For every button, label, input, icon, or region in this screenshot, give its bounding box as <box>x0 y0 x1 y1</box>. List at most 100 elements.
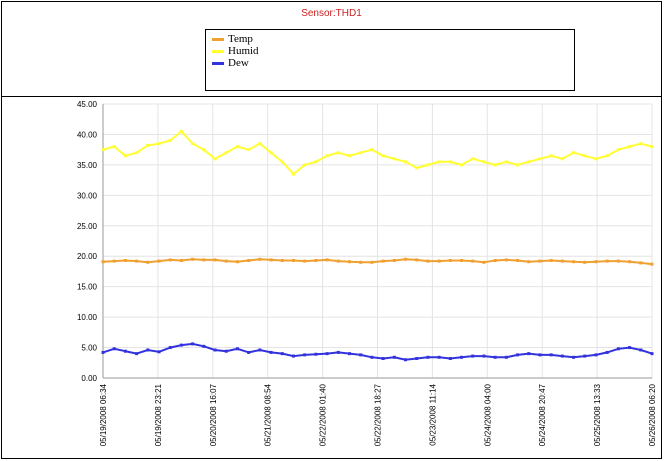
data-point-dew <box>381 357 385 361</box>
series-line-temp <box>102 258 653 266</box>
series-line-dew <box>102 342 653 361</box>
data-point-humid <box>303 163 307 167</box>
data-point-humid <box>291 172 295 176</box>
data-point-humid <box>168 139 172 143</box>
data-point-temp <box>179 258 183 262</box>
data-point-temp <box>583 260 587 264</box>
legend-item-humid: Humid <box>212 45 259 57</box>
data-point-dew <box>437 355 441 359</box>
data-point-dew <box>303 353 307 357</box>
data-point-humid <box>247 148 251 152</box>
data-point-temp <box>258 257 262 261</box>
data-point-humid <box>549 154 553 158</box>
data-point-dew <box>314 352 318 356</box>
data-point-dew <box>448 357 452 361</box>
legend-label-temp: Temp <box>228 33 253 45</box>
data-point-dew <box>347 352 351 356</box>
data-point-dew <box>157 350 161 354</box>
y-tick-label: 35.00 <box>77 161 98 170</box>
data-point-humid <box>325 154 329 158</box>
chart-header: Sensor:THD1 Temp Humid Dew <box>2 2 661 97</box>
data-point-temp <box>460 258 464 262</box>
x-tick-label: 05/21/2008 08:54 <box>264 383 273 446</box>
data-point-dew <box>258 348 262 352</box>
data-point-temp <box>303 259 307 263</box>
legend-swatch-temp <box>212 37 224 41</box>
data-point-temp <box>112 259 116 263</box>
data-point-temp <box>291 258 295 262</box>
x-tick-label: 05/22/2008 01:40 <box>319 383 328 446</box>
data-point-dew <box>628 346 632 350</box>
data-point-dew <box>325 352 329 356</box>
y-tick-label: 0.00 <box>81 374 97 383</box>
series-line-humid <box>102 130 653 176</box>
y-tick-label: 45.00 <box>77 100 98 109</box>
data-point-temp <box>437 259 441 263</box>
y-tick-label: 40.00 <box>77 130 98 139</box>
data-point-dew <box>616 347 620 351</box>
data-point-dew <box>605 350 609 354</box>
y-tick-label: 15.00 <box>77 283 98 292</box>
data-point-humid <box>560 157 564 161</box>
data-point-humid <box>269 151 273 155</box>
data-point-humid <box>437 160 441 164</box>
data-point-temp <box>538 259 542 263</box>
data-point-dew <box>549 353 553 357</box>
data-point-humid <box>135 151 139 155</box>
data-point-temp <box>168 258 172 262</box>
data-point-humid <box>258 142 262 146</box>
data-point-temp <box>381 259 385 263</box>
data-point-humid <box>639 142 643 146</box>
data-point-dew <box>538 353 542 357</box>
x-tick-label: 05/19/2008 06:34 <box>99 383 108 446</box>
data-point-dew <box>359 353 363 357</box>
data-point-dew <box>594 353 598 357</box>
data-point-dew <box>146 348 150 352</box>
data-point-temp <box>594 260 598 264</box>
data-point-temp <box>605 259 609 263</box>
data-point-humid <box>392 157 396 161</box>
data-point-humid <box>191 142 195 146</box>
data-point-temp <box>572 260 576 264</box>
data-point-humid <box>482 160 486 164</box>
data-point-dew <box>235 347 239 351</box>
y-tick-label: 20.00 <box>77 252 98 261</box>
data-point-humid <box>504 160 508 164</box>
data-point-humid <box>213 157 217 161</box>
data-point-humid <box>616 148 620 152</box>
data-point-temp <box>280 258 284 262</box>
data-point-dew <box>572 355 576 359</box>
data-point-dew <box>269 350 273 354</box>
data-point-humid <box>538 157 542 161</box>
data-point-temp <box>157 259 161 263</box>
x-tick-label: 05/22/2008 18:27 <box>374 383 383 446</box>
data-point-humid <box>359 151 363 155</box>
data-point-humid <box>370 148 374 152</box>
data-point-humid <box>448 160 452 164</box>
legend-item-dew: Dew <box>212 57 249 69</box>
x-tick-label: 05/26/2008 06:20 <box>648 383 657 446</box>
data-point-temp <box>336 259 340 263</box>
data-point-dew <box>135 352 139 356</box>
data-point-temp <box>628 260 632 264</box>
data-point-dew <box>123 349 127 353</box>
x-tick-label: 05/24/2008 20:47 <box>538 383 547 446</box>
data-point-humid <box>650 145 654 149</box>
data-point-humid <box>235 145 239 149</box>
data-point-humid <box>471 157 475 161</box>
data-point-temp <box>101 260 105 264</box>
data-point-temp <box>527 260 531 264</box>
data-point-humid <box>628 145 632 149</box>
data-point-temp <box>325 258 329 262</box>
data-point-humid <box>347 154 351 158</box>
data-point-temp <box>404 257 408 261</box>
data-point-humid <box>594 157 598 161</box>
data-point-temp <box>269 258 273 262</box>
data-point-dew <box>101 350 105 354</box>
data-point-humid <box>224 151 228 155</box>
data-point-dew <box>191 342 195 346</box>
data-point-temp <box>650 262 654 266</box>
data-point-humid <box>426 163 430 167</box>
data-point-temp <box>359 260 363 264</box>
